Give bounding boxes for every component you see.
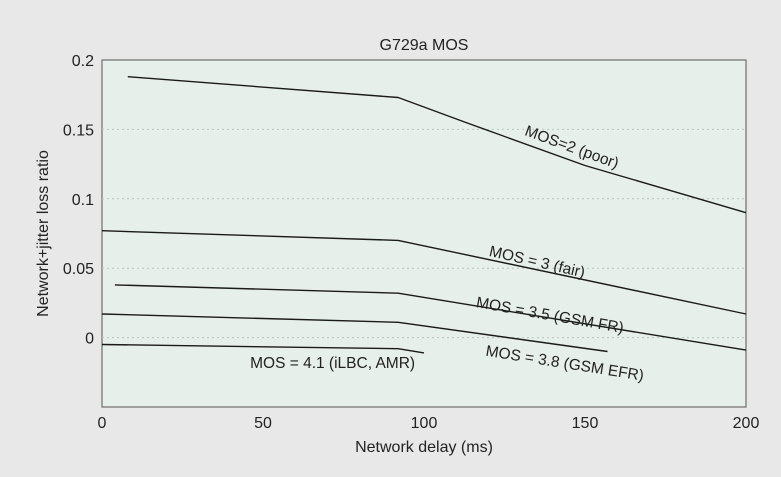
y-axis-label: Network+jitter loss ratio bbox=[35, 150, 52, 317]
y-tick-label: 0 bbox=[85, 331, 94, 348]
y-tick-label: 0.05 bbox=[63, 261, 94, 278]
y-tick-label: 0.2 bbox=[72, 53, 94, 70]
series-line-3 bbox=[114, 284, 747, 351]
y-tick-label: 0.1 bbox=[72, 192, 94, 209]
series-line-5 bbox=[101, 343, 425, 354]
curve-label-5: MOS = 4.1 (iLBC, AMR) bbox=[250, 355, 415, 372]
x-axis-label: Network delay (ms) bbox=[355, 439, 493, 456]
x-tick-label: 100 bbox=[411, 415, 438, 432]
x-tick-label: 200 bbox=[733, 415, 760, 432]
chart-title: G729a MOS bbox=[380, 37, 469, 54]
x-tick-label: 50 bbox=[254, 415, 272, 432]
series-layer bbox=[101, 76, 747, 354]
y-tick-label: 0.15 bbox=[63, 122, 94, 139]
grid-lines bbox=[102, 128, 746, 339]
tick-labels: 0 50 100 150 200 0.2 0.15 0.1 0.05 0 bbox=[63, 53, 760, 432]
series-line-2 bbox=[101, 230, 747, 315]
series-line-1 bbox=[127, 76, 747, 214]
x-tick-label: 0 bbox=[98, 415, 107, 432]
x-tick-label: 150 bbox=[572, 415, 599, 432]
plot-area bbox=[101, 59, 747, 408]
series-line-4 bbox=[101, 313, 608, 353]
